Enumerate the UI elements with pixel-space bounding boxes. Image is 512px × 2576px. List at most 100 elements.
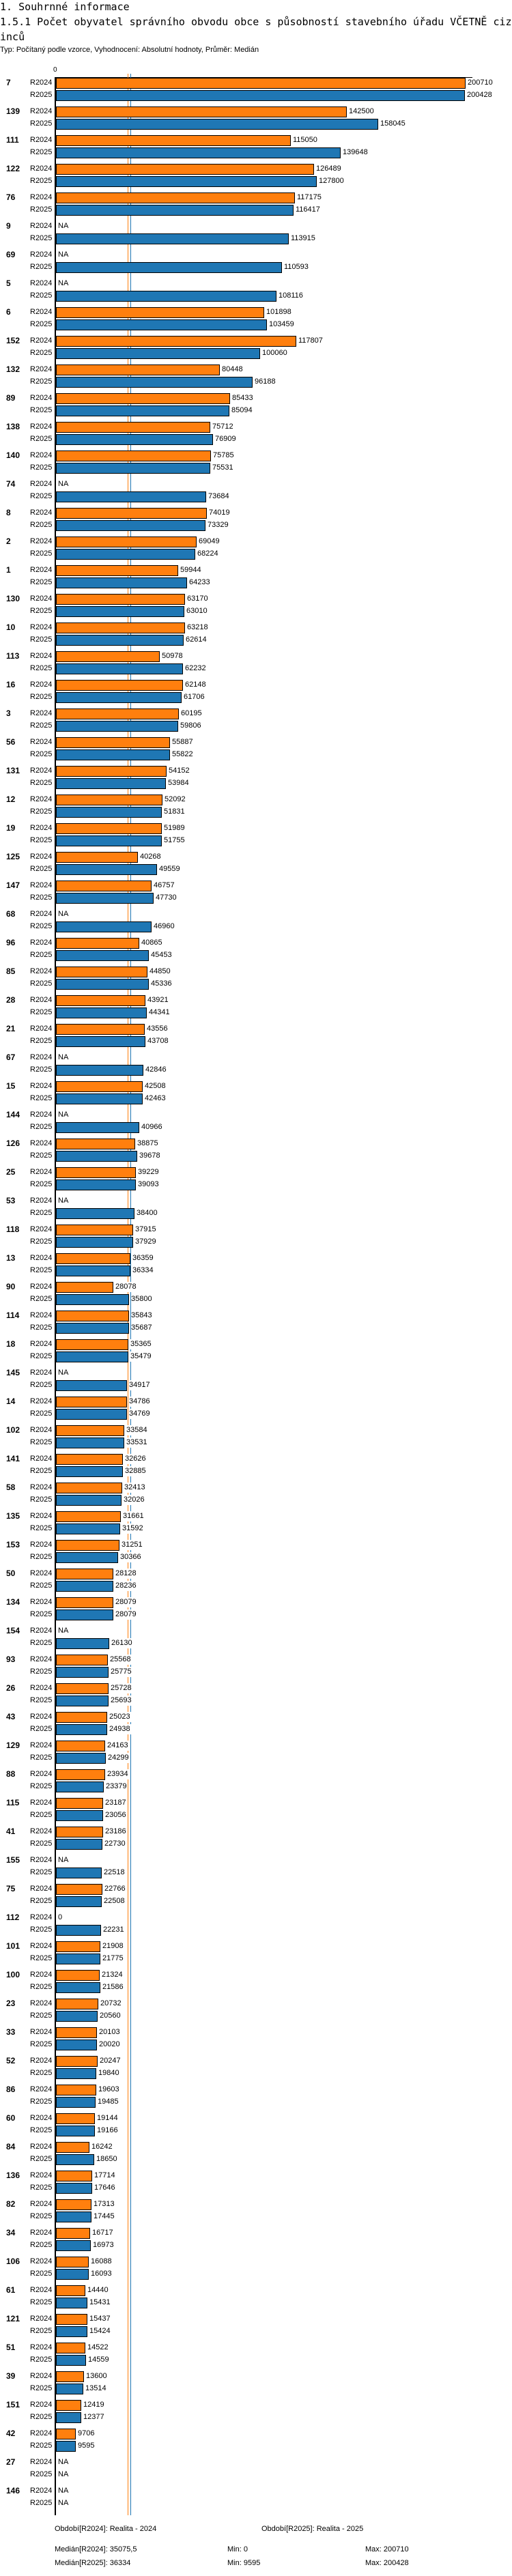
value-label: 16093	[91, 2269, 113, 2279]
value-label: 45336	[151, 979, 173, 989]
bar-r2025	[56, 807, 162, 818]
bar-r2024	[56, 651, 160, 662]
series-label: R2025	[30, 177, 53, 185]
bar-r2024	[56, 1282, 113, 1293]
series-label: R2024	[30, 1311, 53, 1319]
value-label: 46960	[154, 921, 175, 932]
value-label: 34769	[129, 1409, 151, 1419]
value-label: 32626	[125, 1454, 147, 1464]
value-label: 25728	[111, 1683, 132, 1693]
series-label: R2025	[30, 951, 53, 959]
group-label: 76	[6, 192, 16, 202]
bar-r2024	[56, 2400, 81, 2411]
bar-r2025	[56, 520, 205, 531]
value-label: 0	[58, 1913, 63, 1923]
series-label: R2024	[30, 1713, 53, 1721]
series-label: R2025	[30, 1037, 53, 1045]
bar-r2024	[56, 1683, 109, 1694]
bar-r2024	[56, 307, 264, 318]
bar-r2025	[56, 864, 157, 875]
legend-period-r2024: Období[R2024]: Realita - 2024	[55, 2525, 157, 2533]
group-label: 112	[6, 1913, 20, 1922]
group-label: 147	[6, 881, 20, 890]
group-label: 68	[6, 909, 16, 919]
series-label: R2025	[30, 291, 53, 300]
value-label: 35800	[131, 1294, 153, 1304]
value-label: 15437	[89, 2314, 111, 2324]
group-label: 115	[6, 1798, 20, 1807]
series-label: R2025	[30, 979, 53, 988]
group-label: 39	[6, 2371, 16, 2381]
series-label: R2025	[30, 263, 53, 271]
series-label: R2025	[30, 1553, 53, 1561]
group-label: 34	[6, 2228, 16, 2237]
value-label: 9706	[78, 2429, 96, 2439]
legend-max-r2024: Max: 200710	[365, 2545, 409, 2553]
bar-r2024	[56, 766, 167, 777]
bar-r2025	[56, 2240, 91, 2251]
series-label: R2025	[30, 1897, 53, 1905]
bar-r2025	[56, 893, 154, 904]
bar-r2025	[56, 1810, 103, 1821]
series-label: R2024	[30, 251, 53, 259]
series-label: R2024	[30, 1741, 53, 1749]
bar-r2024	[56, 2314, 87, 2325]
bar-r2025	[56, 1581, 113, 1592]
group-label: 96	[6, 938, 16, 947]
bar-r2025	[56, 1323, 129, 1334]
value-label: 25775	[111, 1667, 132, 1677]
value-label: 47730	[156, 893, 177, 903]
group-label: 75	[6, 1884, 16, 1893]
series-label: R2025	[30, 91, 53, 99]
value-label: NA	[58, 250, 70, 260]
group-label: 12	[6, 795, 16, 804]
series-label: R2025	[30, 807, 53, 816]
bar-r2025	[56, 291, 276, 302]
value-label: 43921	[147, 995, 169, 1005]
bar-r2025	[56, 233, 289, 244]
bar-r2025	[56, 1523, 120, 1534]
bar-r2024	[56, 78, 466, 89]
series-label: R2025	[30, 2470, 53, 2478]
bar-r2025	[56, 2298, 87, 2308]
bar-r2024	[56, 1741, 105, 1751]
value-label: NA	[58, 2470, 70, 2480]
bar-r2024	[56, 192, 295, 203]
bar-r2024	[56, 2285, 85, 2296]
bar-r2024	[56, 1827, 103, 1837]
bar-r2025	[56, 549, 195, 560]
series-label: R2024	[30, 709, 53, 717]
bar-r2024	[56, 2257, 89, 2267]
series-label: R2024	[30, 1971, 53, 1979]
value-label: 76909	[215, 434, 237, 444]
series-label: R2024	[30, 78, 53, 87]
value-label: 59944	[180, 565, 202, 575]
bar-r2025	[56, 2126, 95, 2136]
value-label: 34917	[129, 1380, 151, 1390]
value-label: 43556	[147, 1024, 169, 1034]
value-label: 40966	[141, 1122, 163, 1132]
value-label: 46757	[154, 881, 175, 891]
series-label: R2025	[30, 1295, 53, 1303]
bar-r2024	[56, 737, 170, 748]
series-label: R2024	[30, 1913, 53, 1921]
series-label: R2024	[30, 967, 53, 975]
value-label: NA	[58, 2486, 70, 2496]
group-label: 140	[6, 450, 20, 460]
value-label: 19144	[97, 2113, 119, 2123]
group-label: 151	[6, 2400, 20, 2409]
series-label: R2024	[30, 2343, 53, 2351]
group-label: 14	[6, 1397, 16, 1406]
group-label: 84	[6, 2142, 16, 2151]
group-label: 145	[6, 1368, 20, 1377]
value-label: NA	[58, 479, 70, 489]
value-label: 28078	[115, 1282, 137, 1292]
bar-r2024	[56, 164, 314, 175]
series-label: R2024	[30, 996, 53, 1004]
series-label: R2024	[30, 1053, 53, 1061]
bar-r2025	[56, 405, 229, 416]
bar-r2024	[56, 450, 211, 461]
value-label: 62148	[185, 680, 207, 690]
bar-r2024	[56, 393, 230, 404]
group-label: 25	[6, 1167, 16, 1177]
